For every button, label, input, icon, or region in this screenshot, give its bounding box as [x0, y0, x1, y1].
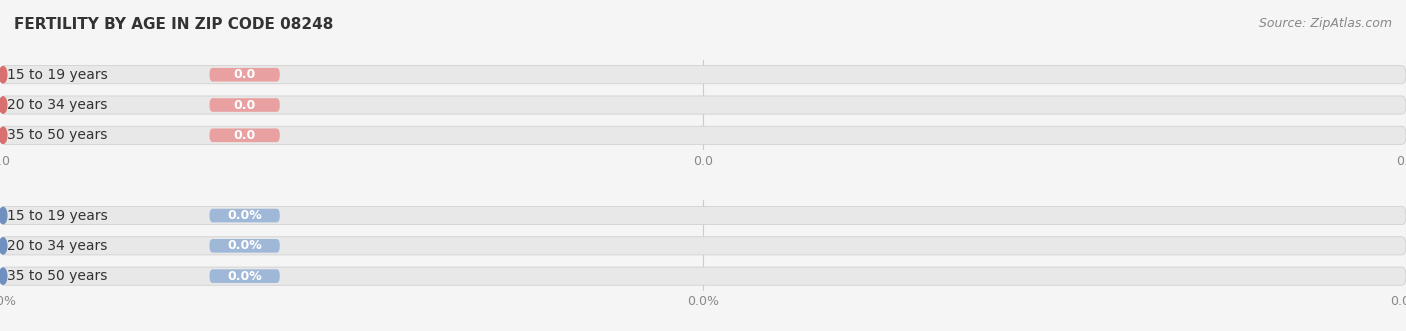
FancyBboxPatch shape — [0, 96, 1406, 114]
FancyBboxPatch shape — [0, 207, 1406, 225]
Text: Source: ZipAtlas.com: Source: ZipAtlas.com — [1258, 17, 1392, 29]
Text: 0.0: 0.0 — [233, 99, 256, 112]
FancyBboxPatch shape — [209, 239, 280, 253]
FancyBboxPatch shape — [209, 269, 280, 283]
Text: 0.0%: 0.0% — [228, 209, 262, 222]
Text: 15 to 19 years: 15 to 19 years — [7, 209, 108, 222]
Text: 0.0%: 0.0% — [228, 239, 262, 252]
Circle shape — [0, 127, 7, 143]
FancyBboxPatch shape — [0, 267, 1406, 285]
FancyBboxPatch shape — [0, 66, 1406, 84]
Circle shape — [0, 208, 7, 224]
FancyBboxPatch shape — [0, 237, 1406, 255]
Text: 0.0: 0.0 — [233, 68, 256, 81]
FancyBboxPatch shape — [209, 128, 280, 142]
Circle shape — [0, 97, 7, 113]
Text: FERTILITY BY AGE IN ZIP CODE 08248: FERTILITY BY AGE IN ZIP CODE 08248 — [14, 17, 333, 31]
Text: 20 to 34 years: 20 to 34 years — [7, 239, 107, 253]
FancyBboxPatch shape — [209, 209, 280, 222]
Text: 15 to 19 years: 15 to 19 years — [7, 68, 108, 82]
Text: 35 to 50 years: 35 to 50 years — [7, 128, 107, 142]
Circle shape — [0, 238, 7, 254]
Circle shape — [0, 268, 7, 284]
FancyBboxPatch shape — [209, 98, 280, 112]
Text: 35 to 50 years: 35 to 50 years — [7, 269, 107, 283]
Circle shape — [0, 67, 7, 83]
FancyBboxPatch shape — [0, 126, 1406, 144]
Text: 0.0%: 0.0% — [228, 270, 262, 283]
Text: 0.0: 0.0 — [233, 129, 256, 142]
Text: 20 to 34 years: 20 to 34 years — [7, 98, 107, 112]
FancyBboxPatch shape — [209, 68, 280, 81]
